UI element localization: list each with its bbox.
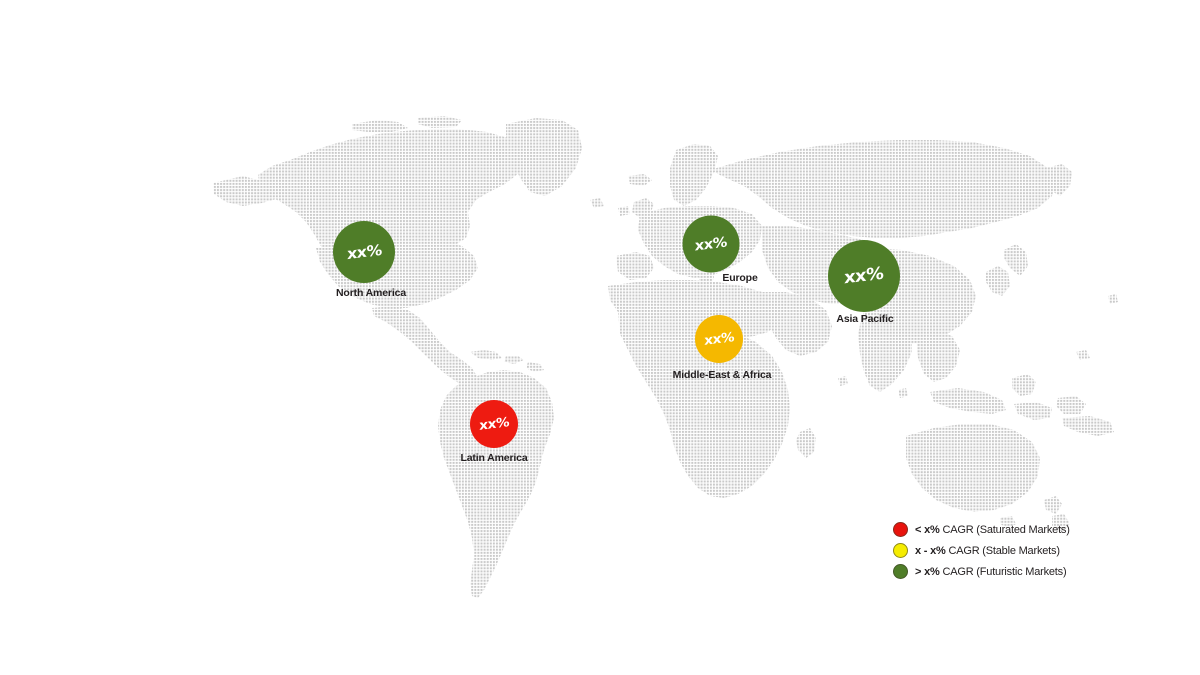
legend-label: < x% CAGR (Saturated Markets) xyxy=(915,524,1070,536)
legend-threshold: < x% xyxy=(915,523,940,536)
bubble-value-label: xx% xyxy=(694,234,728,254)
legend-row: x - x% CAGR (Stable Markets) xyxy=(893,540,1093,561)
legend-row: < x% CAGR (Saturated Markets) xyxy=(893,519,1093,540)
legend: < x% CAGR (Saturated Markets) x - x% CAGR… xyxy=(893,519,1093,582)
region-label-asia-pacific: Asia Pacific xyxy=(836,313,894,325)
region-label-north-america: North America xyxy=(335,287,407,299)
legend-threshold: > x% xyxy=(915,565,940,578)
legend-description: CAGR (Futuristic Markets) xyxy=(942,565,1067,578)
region-label-europe: Europe xyxy=(722,272,758,284)
region-label-middle-east-africa: Middle-East & Africa xyxy=(672,369,772,381)
legend-label: x - x% CAGR (Stable Markets) xyxy=(915,545,1060,557)
bubble-value-label: xx% xyxy=(346,240,382,263)
region-bubble-asia-pacific[interactable]: xx% xyxy=(828,240,900,312)
region-label-latin-america: Latin America xyxy=(460,452,528,464)
region-bubble-latin-america[interactable]: xx% xyxy=(470,400,518,448)
bubble-value-label: xx% xyxy=(479,414,509,434)
legend-threshold: x - x% xyxy=(915,544,946,557)
bubble-value-label: xx% xyxy=(844,263,884,288)
legend-color-dot xyxy=(893,543,908,558)
legend-description: CAGR (Stable Markets) xyxy=(948,544,1060,557)
region-bubble-middle-east-africa[interactable]: xx% xyxy=(695,315,743,363)
region-bubble-europe[interactable]: xx% xyxy=(682,215,740,273)
legend-row: > x% CAGR (Futuristic Markets) xyxy=(893,561,1093,582)
legend-description: CAGR (Saturated Markets) xyxy=(942,523,1070,536)
bubble-value-label: xx% xyxy=(704,329,734,349)
legend-label: > x% CAGR (Futuristic Markets) xyxy=(915,565,1067,578)
legend-color-dot xyxy=(893,564,908,579)
region-bubble-north-america[interactable]: xx% xyxy=(333,221,395,283)
legend-color-dot xyxy=(893,522,908,537)
